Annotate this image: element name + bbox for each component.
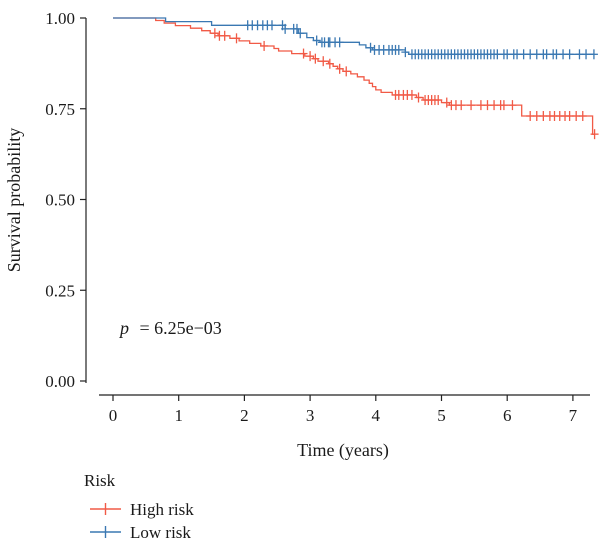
low-risk-curve (113, 17, 594, 55)
series-layer (113, 17, 599, 140)
high-risk-curve (113, 17, 595, 135)
x-tick-label: 2 (240, 406, 249, 425)
legend-item-high-risk: High risk (90, 500, 194, 519)
y-ticks: 0.00 0.25 0.50 0.75 1.00 (45, 9, 86, 391)
x-axis-title: Time (years) (297, 440, 389, 461)
legend-item-low-risk: Low risk (90, 523, 191, 542)
legend-label: Low risk (130, 523, 191, 542)
x-tick-label: 6 (503, 406, 512, 425)
p-value-text: = 6.25e−03 (140, 318, 222, 338)
p-value-symbol: p (118, 318, 129, 338)
x-tick-label: 5 (437, 406, 446, 425)
y-axis-title: Survival probability (4, 128, 24, 272)
low-risk-series (113, 17, 598, 60)
x-ticks: 0 1 2 3 4 5 6 7 (109, 395, 578, 425)
legend-items: High risk Low risk (90, 500, 194, 542)
legend: Risk High risk Low risk (84, 471, 194, 542)
x-tick-label: 0 (109, 406, 118, 425)
y-tick-label: 0.75 (45, 100, 75, 119)
x-tick-label: 4 (372, 406, 381, 425)
high-risk-series (113, 17, 599, 140)
x-tick-label: 7 (569, 406, 578, 425)
y-tick-label: 0.00 (45, 372, 75, 391)
y-tick-label: 0.50 (45, 191, 75, 210)
legend-title: Risk (84, 471, 116, 490)
y-tick-label: 1.00 (45, 9, 75, 28)
axes: 0.00 0.25 0.50 0.75 1.00 0 1 2 3 4 5 6 7 (45, 9, 590, 425)
legend-label: High risk (130, 500, 194, 519)
x-tick-label: 1 (174, 406, 183, 425)
x-tick-label: 3 (306, 406, 315, 425)
p-value-annotation: p = 6.25e−03 (118, 318, 222, 338)
y-tick-label: 0.25 (45, 281, 75, 300)
